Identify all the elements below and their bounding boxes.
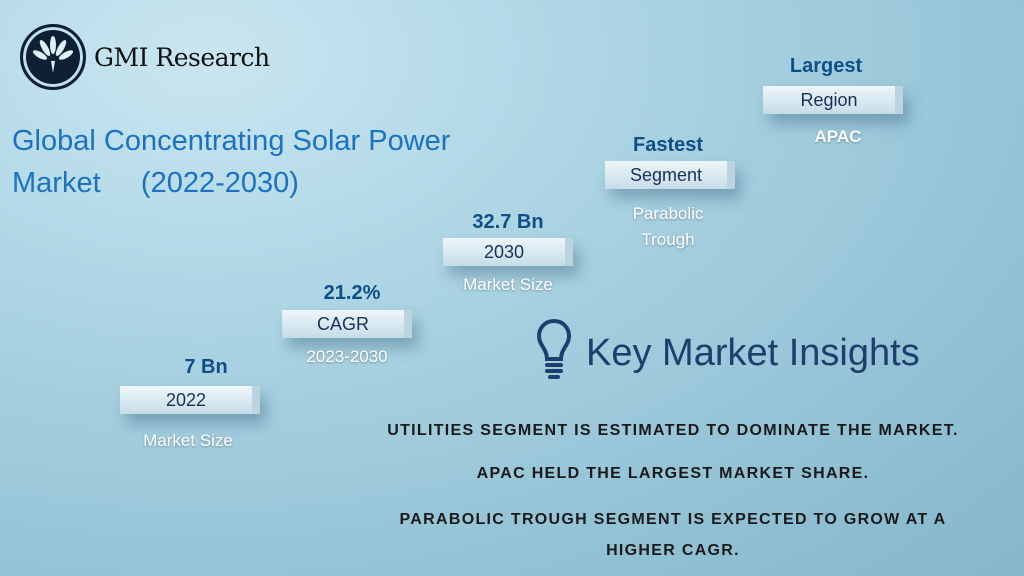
insight-item: APAC HELD THE LARGEST MARKET SHARE. xyxy=(476,465,870,482)
step-value: 21.2% xyxy=(323,282,381,304)
step-caption: 2023-2030 xyxy=(306,347,388,366)
step-block: Region xyxy=(763,86,903,114)
page-title: Global Concentrating Solar Power Market … xyxy=(12,120,450,204)
step-caption: Parabolic Trough xyxy=(632,204,704,249)
key-insights-heading: Key Market Insights xyxy=(586,331,920,374)
step-value: 7 Bn xyxy=(184,356,228,378)
insight-item: PARABOLIC TROUGH SEGMENT IS EXPECTED TO … xyxy=(399,511,947,559)
step-caption: APAC xyxy=(814,127,862,146)
step-value: Fastest xyxy=(632,134,704,156)
step-block: 2022 xyxy=(120,386,260,414)
step-caption: Market Size xyxy=(143,431,233,450)
lightbulb-icon xyxy=(536,318,572,388)
step-caption: Market Size xyxy=(463,275,553,294)
step-block: Segment xyxy=(605,161,735,189)
step-value: 32.7 Bn xyxy=(472,211,544,233)
palm-leaf-logo-icon xyxy=(20,24,86,90)
key-insights-header: Key Market Insights xyxy=(536,318,920,388)
step-block: 2030 xyxy=(443,238,573,266)
logo-text: GMI Research xyxy=(94,42,270,72)
gmi-logo: GMI Research xyxy=(20,24,270,90)
step-block: CAGR xyxy=(282,310,412,338)
title-line-2: Market (2022-2030) xyxy=(12,167,299,199)
insight-item: UTILITIES SEGMENT IS ESTIMATED TO DOMINA… xyxy=(387,422,959,439)
title-line-1: Global Concentrating Solar Power xyxy=(12,125,451,157)
step-value: Largest xyxy=(789,55,863,77)
